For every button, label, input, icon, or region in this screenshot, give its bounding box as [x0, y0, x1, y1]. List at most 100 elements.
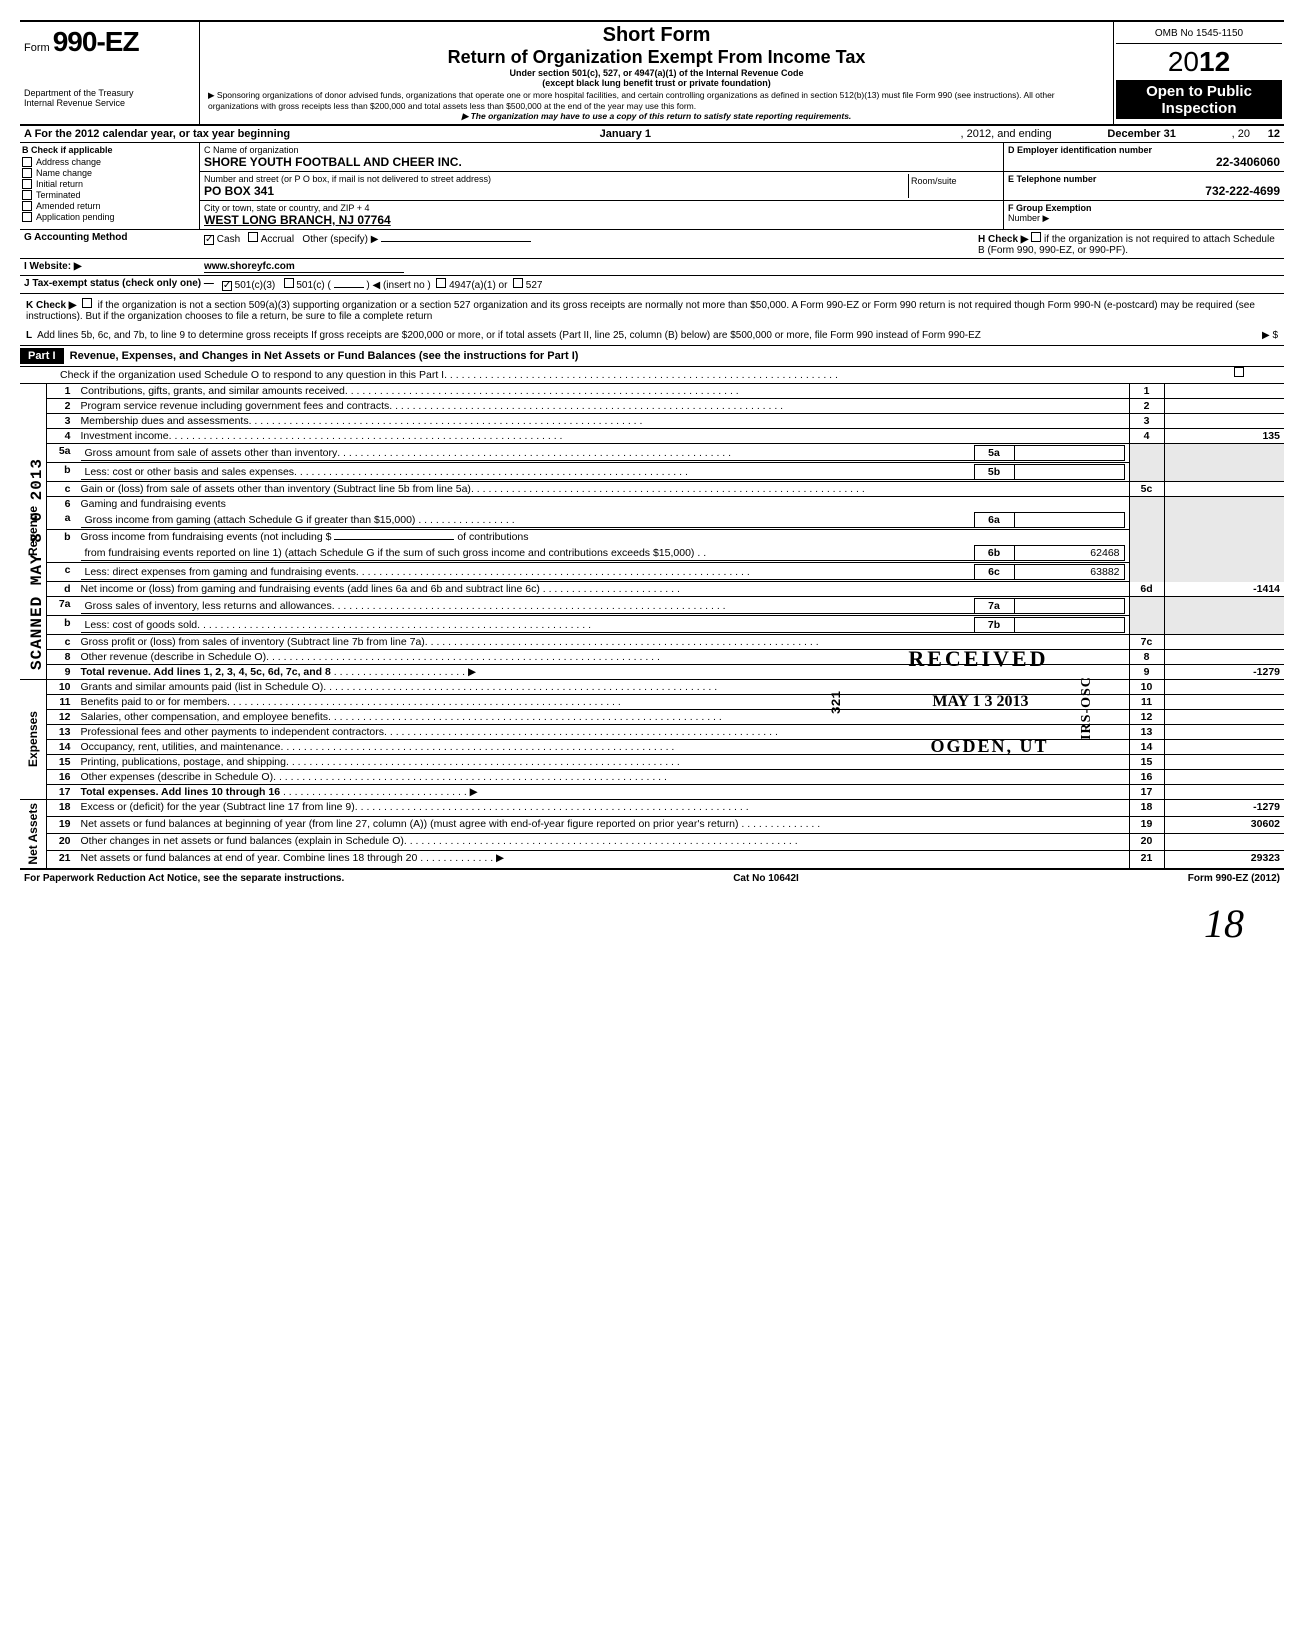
tax-year: 2012	[1116, 44, 1282, 81]
row-a-mid: , 2012, and ending	[961, 128, 1052, 140]
l7a-desc: Gross sales of inventory, less returns a…	[85, 600, 332, 612]
l7c-desc: Gross profit or (loss) from sales of inv…	[81, 636, 425, 648]
row-l-label: L	[26, 330, 32, 341]
cb-schedule-b[interactable]	[1031, 232, 1041, 242]
l9-desc: Total revenue. Add lines 1, 2, 3, 4, 5c,…	[81, 666, 331, 678]
cb-address-change[interactable]	[22, 157, 32, 167]
l6d-num: d	[47, 582, 77, 597]
row-a-tax-year: A For the 2012 calendar year, or tax yea…	[20, 126, 1284, 143]
l15-val	[1164, 755, 1284, 770]
l19-val: 30602	[1164, 817, 1284, 834]
part-1-title: Revenue, Expenses, and Changes in Net As…	[70, 350, 579, 362]
l1-num: 1	[47, 384, 77, 399]
row-a-label: A For the 2012 calendar year, or tax yea…	[24, 128, 290, 140]
l14-desc: Occupancy, rent, utilities, and maintena…	[81, 741, 281, 753]
cb-schedule-o[interactable]	[1234, 367, 1244, 377]
l19-box: 19	[1129, 817, 1164, 834]
l6d-val: -1414	[1164, 582, 1284, 597]
footer-catno: Cat No 10642I	[733, 873, 799, 884]
cb-amended[interactable]	[22, 201, 32, 211]
cb-4947[interactable]	[436, 278, 446, 288]
subtitle-except: (except black lung benefit trust or priv…	[208, 78, 1105, 88]
row-l: L Add lines 5b, 6c, and 7b, to line 9 to…	[20, 326, 1284, 346]
l20-box: 20	[1129, 834, 1164, 851]
l5b-mini: 5b	[974, 465, 1014, 480]
l17-num: 17	[47, 785, 77, 800]
row-l-amount: ▶ $	[1262, 330, 1278, 341]
l6-num: 6	[47, 497, 77, 512]
l7a-num: 7a	[47, 597, 77, 616]
l10-box: 10	[1129, 680, 1164, 695]
scanned-stamp: SCANNED MAY 8 0 2013	[28, 458, 46, 670]
room-suite-label: Room/suite	[909, 174, 999, 198]
l14-val	[1164, 740, 1284, 755]
cb-name-change[interactable]	[22, 168, 32, 178]
l4-desc: Investment income	[81, 430, 169, 442]
part-1-check-text: Check if the organization used Schedule …	[60, 369, 444, 381]
l18-box: 18	[1129, 800, 1164, 817]
l7b-desc: Less: cost of goods sold	[85, 619, 198, 631]
l7a-mval	[1014, 599, 1124, 614]
l6c-num: c	[47, 563, 77, 582]
l9-val: -1279	[1164, 665, 1284, 680]
l10-num: 10	[47, 680, 77, 695]
l5a-num: 5a	[47, 444, 77, 463]
footer-form: Form 990-EZ (2012)	[1188, 873, 1280, 884]
l1-box: 1	[1129, 384, 1164, 399]
form-990ez: Form 990-EZ Department of the Treasury I…	[20, 20, 1284, 887]
cb-509a3[interactable]	[82, 298, 92, 308]
lbl-initial-return: Initial return	[36, 179, 83, 189]
l12-box: 12	[1129, 710, 1164, 725]
section-c: C Name of organization SHORE YOUTH FOOTB…	[200, 143, 1004, 229]
l10-val	[1164, 680, 1284, 695]
other-specify[interactable]	[381, 241, 531, 242]
row-k: K Check ▶ if the organization is not a s…	[20, 294, 1284, 326]
cb-501c[interactable]	[284, 278, 294, 288]
l3-val	[1164, 414, 1284, 429]
cb-527[interactable]	[513, 278, 523, 288]
cb-501c3[interactable]	[222, 281, 232, 291]
cb-terminated[interactable]	[22, 190, 32, 200]
lbl-527: 527	[526, 280, 543, 291]
form-footer: For Paperwork Reduction Act Notice, see …	[20, 869, 1284, 887]
form-title-cell: Short Form Return of Organization Exempt…	[200, 22, 1114, 124]
website: www.shoreyfc.com	[204, 261, 404, 273]
cb-accrual[interactable]	[248, 232, 258, 242]
note-sponsoring: Sponsoring organizations of donor advise…	[208, 90, 1055, 111]
l11-desc: Benefits paid to or for members	[81, 696, 227, 708]
side-expenses: Expenses	[24, 709, 42, 769]
lbl-terminated: Terminated	[36, 190, 81, 200]
dept-irs: Internal Revenue Service	[24, 98, 195, 108]
l9-box: 9	[1129, 665, 1164, 680]
l16-num: 16	[47, 770, 77, 785]
l16-box: 16	[1129, 770, 1164, 785]
l19-num: 19	[47, 817, 77, 834]
l6b-desc1: Gross income from fundraising events (no…	[81, 531, 332, 543]
l6d-box: 6d	[1129, 582, 1164, 597]
lbl-name-change: Name change	[36, 168, 92, 178]
l21-box: 21	[1129, 851, 1164, 868]
l2-desc: Program service revenue including govern…	[81, 400, 390, 412]
l2-num: 2	[47, 399, 77, 414]
row-j: J Tax-exempt status (check only one) — 5…	[20, 276, 1284, 294]
row-g-h: G Accounting Method Cash Accrual Other (…	[20, 230, 1284, 259]
row-l-text: Add lines 5b, 6c, and 7b, to line 9 to d…	[37, 330, 981, 341]
l6d-desc: Net income or (loss) from gaming and fun…	[81, 583, 540, 595]
l12-val	[1164, 710, 1284, 725]
lbl-amended: Amended return	[36, 201, 101, 211]
l7b-num: b	[47, 616, 77, 635]
lbl-pending: Application pending	[36, 212, 115, 222]
l15-num: 15	[47, 755, 77, 770]
cb-cash[interactable]	[204, 235, 214, 245]
l18-val: -1279	[1164, 800, 1284, 817]
omb-number: OMB No 1545-1150	[1116, 24, 1282, 44]
l6b-mval: 62468	[1014, 546, 1124, 561]
cb-initial-return[interactable]	[22, 179, 32, 189]
year-prefix: 20	[1168, 46, 1199, 77]
section-e-label: E Telephone number	[1008, 174, 1280, 184]
l21-num: 21	[47, 851, 77, 868]
l5a-desc: Gross amount from sale of assets other t…	[85, 447, 338, 459]
l6a-desc: Gross income from gaming (attach Schedul…	[85, 514, 416, 526]
cb-pending[interactable]	[22, 212, 32, 222]
l7a-mini: 7a	[974, 599, 1014, 614]
